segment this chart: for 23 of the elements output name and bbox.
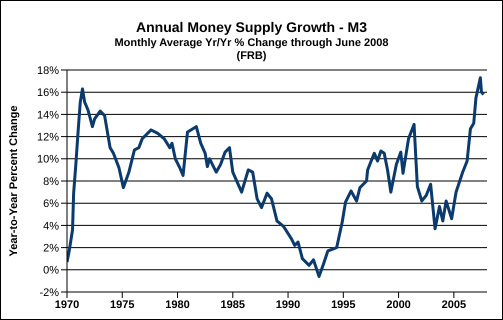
y-tick-label: -2%	[39, 286, 60, 299]
x-tick-label: 1985	[220, 298, 246, 311]
y-tick-label: 10%	[36, 154, 60, 166]
x-tick-label: 1980	[165, 298, 190, 311]
y-tick-label: 2%	[43, 242, 60, 255]
y-tick-label: 12%	[36, 132, 60, 144]
x-tick-label: 1975	[110, 298, 135, 311]
y-tick-label: 0%	[43, 264, 60, 277]
x-tick-label: 2000	[386, 298, 411, 311]
y-tick-label: 6%	[43, 198, 60, 210]
text: (FRB)	[236, 50, 268, 62]
chart-subtitle: Monthly Average Yr/Yr % Change through June 2008	[113, 37, 390, 49]
x-tick-label: 1970	[54, 298, 80, 311]
y-tick-label: 14%	[36, 109, 60, 122]
y-tick-label: 8%	[43, 176, 60, 188]
x-tick-label: 1990	[276, 298, 300, 311]
y-tick-label: 16%	[36, 87, 60, 100]
y-tick-label: 4%	[43, 220, 60, 232]
x-tick-label: 1995	[331, 298, 356, 311]
y-axis-title: Year-to-Year Percent Change	[8, 105, 20, 257]
y-tick-label: 18%	[36, 64, 60, 77]
x-tick-label: 2005	[442, 298, 466, 311]
chart-title: Annual Money Supply Growth - M3	[135, 19, 368, 35]
